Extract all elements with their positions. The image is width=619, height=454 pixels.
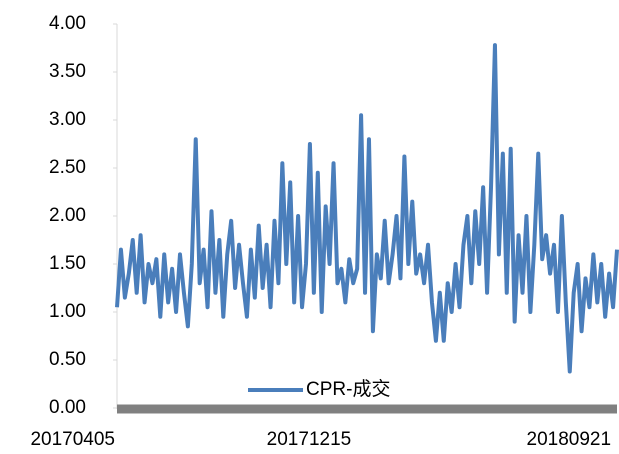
x-tick-label: 20171215 <box>267 429 352 450</box>
y-tick-label: 3.00 <box>49 109 86 130</box>
y-tick-label: 1.50 <box>49 253 86 274</box>
legend-label: CPR-成交 <box>306 378 390 400</box>
y-tick-label: 1.00 <box>49 301 86 322</box>
y-tick-label: 2.00 <box>49 205 86 226</box>
y-tick-label: 0.50 <box>49 349 86 370</box>
x-tick-label: 20170405 <box>30 429 115 450</box>
y-tick-label: 3.50 <box>49 61 86 82</box>
y-tick-label: 4.00 <box>49 13 86 34</box>
y-tick-label: 0.00 <box>49 397 86 418</box>
line-series <box>115 43 619 374</box>
x-tick-label: 20180921 <box>527 429 612 450</box>
y-tick-label: 2.50 <box>49 157 86 178</box>
